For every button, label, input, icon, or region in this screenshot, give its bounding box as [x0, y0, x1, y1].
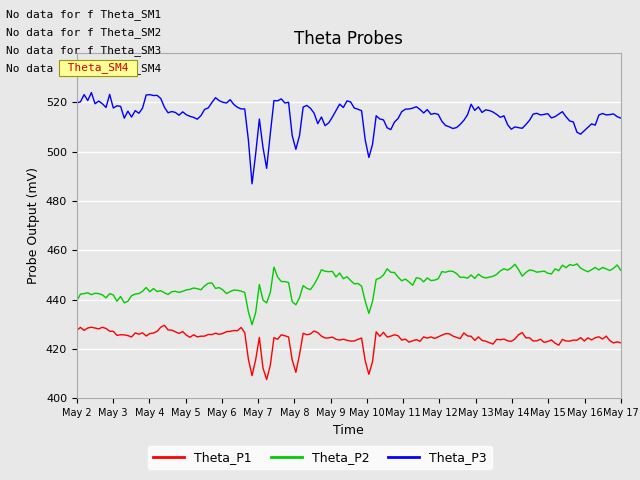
- Title: Theta Probes: Theta Probes: [294, 30, 403, 48]
- Theta_P1: [365, 372, 372, 377]
- Theta_P1: [296, 352, 303, 358]
- Theta_P2: [73, 298, 81, 304]
- Text: No data for f Theta_SM3: No data for f Theta_SM3: [6, 45, 162, 56]
- Text: Theta_SM4: Theta_SM4: [61, 62, 135, 73]
- Line: Theta_P1: Theta_P1: [77, 325, 621, 380]
- Theta_P1: [263, 377, 271, 383]
- Theta_P1: [161, 323, 168, 328]
- Text: No data for f Theta_SM4: No data for f Theta_SM4: [6, 63, 162, 74]
- Theta_P2: [248, 322, 256, 328]
- Theta_P1: [529, 338, 537, 344]
- Legend: Theta_P1, Theta_P2, Theta_P3: Theta_P1, Theta_P2, Theta_P3: [148, 446, 492, 469]
- Theta_P2: [617, 267, 625, 273]
- Theta_P3: [296, 133, 303, 139]
- Y-axis label: Probe Output (mV): Probe Output (mV): [28, 167, 40, 284]
- Theta_P1: [73, 327, 81, 333]
- Theta_P1: [456, 336, 464, 341]
- Theta_P3: [248, 181, 256, 187]
- Theta_P3: [88, 90, 95, 96]
- Theta_P1: [255, 335, 263, 340]
- Theta_P2: [452, 271, 460, 276]
- Theta_P3: [73, 100, 81, 106]
- Theta_P2: [525, 267, 533, 273]
- Line: Theta_P2: Theta_P2: [77, 264, 621, 325]
- Theta_P2: [362, 298, 369, 304]
- Theta_P3: [387, 127, 395, 132]
- X-axis label: Time: Time: [333, 424, 364, 437]
- Line: Theta_P3: Theta_P3: [77, 93, 621, 184]
- Theta_P3: [456, 121, 464, 127]
- Theta_P2: [292, 302, 300, 308]
- Theta_P3: [365, 155, 372, 160]
- Theta_P1: [617, 340, 625, 346]
- Theta_P1: [387, 333, 395, 339]
- Text: No data for f Theta_SM2: No data for f Theta_SM2: [6, 27, 162, 38]
- Theta_P2: [573, 261, 581, 267]
- Theta_P3: [529, 111, 537, 117]
- Text: No data for f Theta_SM1: No data for f Theta_SM1: [6, 9, 162, 20]
- Theta_P2: [255, 282, 263, 288]
- Theta_P3: [617, 115, 625, 121]
- Theta_P3: [259, 144, 267, 150]
- Theta_P2: [383, 266, 391, 272]
